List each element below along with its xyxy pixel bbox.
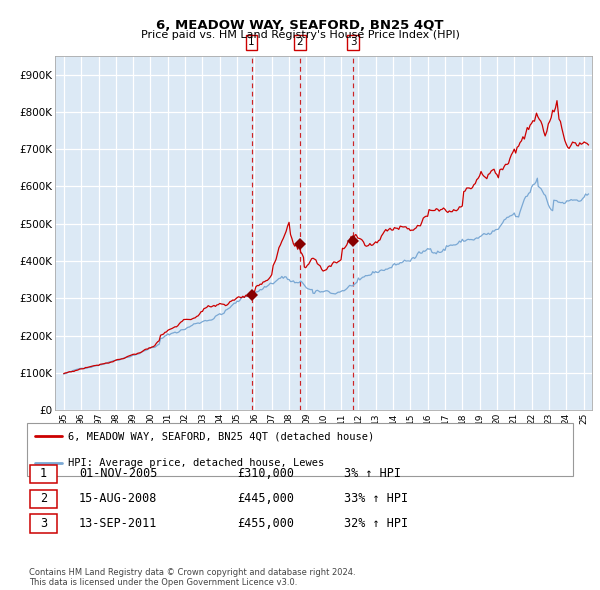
Text: 1: 1 bbox=[40, 467, 47, 480]
Text: 2: 2 bbox=[40, 492, 47, 505]
Bar bbox=[30, 514, 57, 533]
Text: 32% ↑ HPI: 32% ↑ HPI bbox=[344, 517, 408, 530]
Text: 6, MEADOW WAY, SEAFORD, BN25 4QT: 6, MEADOW WAY, SEAFORD, BN25 4QT bbox=[156, 19, 444, 32]
Text: £455,000: £455,000 bbox=[237, 517, 294, 530]
Bar bbox=[30, 490, 57, 508]
Text: 33% ↑ HPI: 33% ↑ HPI bbox=[344, 492, 408, 505]
Text: £310,000: £310,000 bbox=[237, 467, 294, 480]
Text: Contains HM Land Registry data © Crown copyright and database right 2024.
This d: Contains HM Land Registry data © Crown c… bbox=[29, 568, 355, 587]
Text: £445,000: £445,000 bbox=[237, 492, 294, 505]
Text: 13-SEP-2011: 13-SEP-2011 bbox=[79, 517, 157, 530]
Text: 3: 3 bbox=[40, 517, 47, 530]
Text: 01-NOV-2005: 01-NOV-2005 bbox=[79, 467, 157, 480]
Text: HPI: Average price, detached house, Lewes: HPI: Average price, detached house, Lewe… bbox=[68, 458, 324, 468]
Text: 1: 1 bbox=[248, 37, 255, 47]
Text: 3: 3 bbox=[350, 37, 356, 47]
Text: Price paid vs. HM Land Registry's House Price Index (HPI): Price paid vs. HM Land Registry's House … bbox=[140, 30, 460, 40]
Text: 3% ↑ HPI: 3% ↑ HPI bbox=[344, 467, 401, 480]
Bar bbox=[30, 465, 57, 483]
Text: 6, MEADOW WAY, SEAFORD, BN25 4QT (detached house): 6, MEADOW WAY, SEAFORD, BN25 4QT (detach… bbox=[68, 431, 374, 441]
Text: 15-AUG-2008: 15-AUG-2008 bbox=[79, 492, 157, 505]
Text: 2: 2 bbox=[296, 37, 303, 47]
